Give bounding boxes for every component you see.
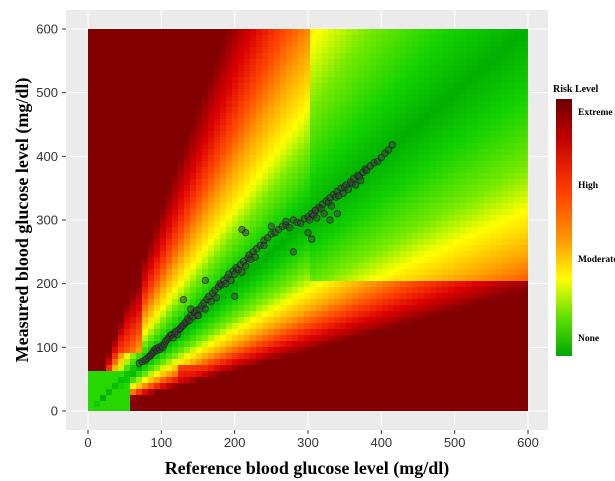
data-point: [285, 223, 294, 232]
data-point: [307, 235, 316, 243]
data-point: [238, 268, 246, 276]
y-tick-label: 600: [36, 22, 58, 37]
x-axis: 0 100 200 300 400 500 600: [84, 430, 539, 450]
data-point: [388, 141, 397, 149]
data-point: [212, 293, 221, 302]
data-point: [241, 262, 250, 270]
y-tick-label: 300: [36, 213, 58, 228]
data-point: [384, 146, 393, 154]
data-point: [320, 209, 328, 218]
data-point: [241, 229, 250, 237]
legend-label-moderate: Moderate: [578, 255, 615, 265]
data-point: [357, 176, 365, 185]
data-point: [351, 181, 360, 189]
data-point: [304, 229, 312, 237]
legend: Risk Level Extreme High Moderate None: [553, 84, 615, 356]
data-point: [313, 214, 321, 222]
data-point: [186, 305, 195, 313]
legend-title: Risk Level: [553, 84, 599, 95]
data-point: [227, 276, 235, 285]
data-point: [179, 295, 188, 304]
legend-label-high: High: [578, 181, 599, 191]
data-point: [344, 185, 353, 194]
data-point: [267, 222, 276, 231]
data-point: [305, 216, 314, 224]
x-tick-label: 0: [84, 435, 91, 450]
data-point: [311, 206, 320, 215]
data-point: [282, 217, 290, 225]
y-axis: 0 100 200 300 400 500 600: [36, 22, 66, 419]
x-tick-label: 300: [297, 435, 319, 450]
y-tick-label: 100: [36, 340, 58, 355]
legend-colorbar: [556, 99, 572, 356]
data-point: [230, 292, 239, 301]
x-tick-label: 200: [224, 435, 246, 450]
risk-heatmap: [88, 29, 528, 411]
y-axis-title: Measured blood glucose level (mg/dl): [12, 78, 33, 363]
x-tick-label: 500: [444, 435, 466, 450]
data-point: [289, 248, 298, 256]
legend-label-extreme: Extreme: [578, 108, 613, 118]
x-tick-label: 100: [150, 435, 172, 450]
data-point: [201, 276, 210, 285]
x-tick-label: 400: [370, 435, 392, 450]
y-tick-label: 0: [51, 404, 58, 419]
data-point: [251, 253, 259, 261]
data-point: [260, 241, 268, 250]
data-point: [333, 209, 342, 218]
legend-label-none: None: [578, 334, 599, 344]
data-point: [207, 297, 215, 306]
data-points: [135, 141, 397, 367]
data-point: [194, 311, 202, 320]
data-point: [201, 305, 210, 313]
y-tick-label: 400: [36, 149, 58, 164]
data-point: [327, 202, 336, 210]
y-tick-label: 200: [36, 276, 58, 291]
x-axis-title: Reference blood glucose level (mg/dl): [165, 458, 450, 479]
x-tick-label: 600: [517, 435, 539, 450]
y-tick-label: 500: [36, 85, 58, 100]
data-point: [326, 216, 334, 224]
